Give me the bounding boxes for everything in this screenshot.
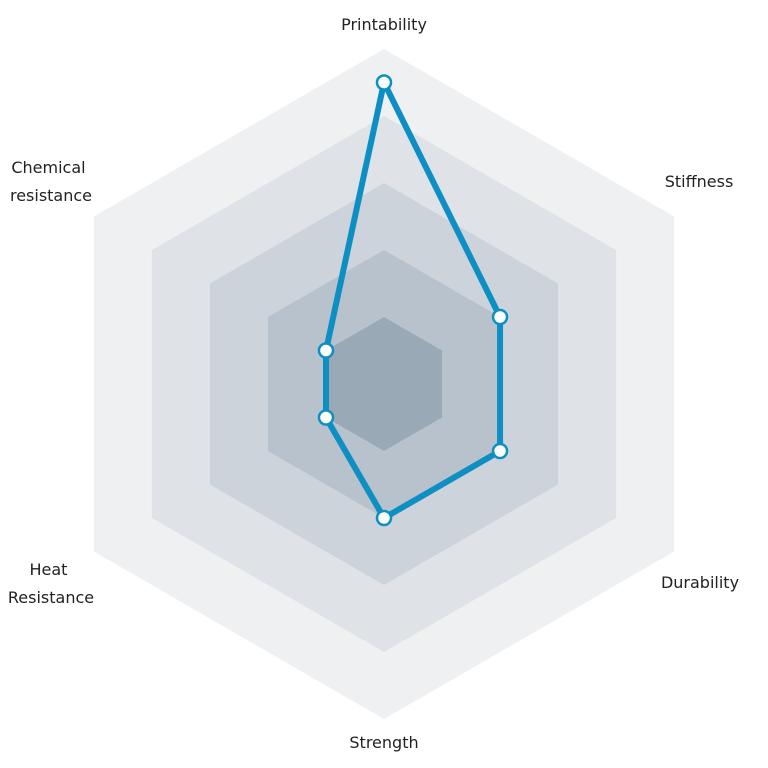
radar-series xyxy=(317,74,509,527)
data-point-durability[interactable] xyxy=(491,442,509,460)
axis-label-durability: Durability xyxy=(661,573,739,592)
data-point-heat-resistance[interactable] xyxy=(317,409,335,426)
radar-rings xyxy=(93,49,675,719)
axis-label-heat-resistance: Heat Resistance xyxy=(8,560,94,607)
radar-ring-1 xyxy=(325,317,443,451)
data-point-strength[interactable] xyxy=(375,509,393,527)
axis-label-stiffness: Stiffness xyxy=(665,172,734,191)
axis-label-chemical-resistance: Chemical resistance xyxy=(10,158,92,205)
axis-labels: Printability Stiffness Durability Streng… xyxy=(8,15,739,752)
data-point-chemical-resistance[interactable] xyxy=(317,342,335,359)
axis-label-printability: Printability xyxy=(341,15,427,34)
axis-label-strength: Strength xyxy=(349,733,418,752)
data-point-printability[interactable] xyxy=(375,74,393,91)
data-point-stiffness[interactable] xyxy=(491,308,509,326)
